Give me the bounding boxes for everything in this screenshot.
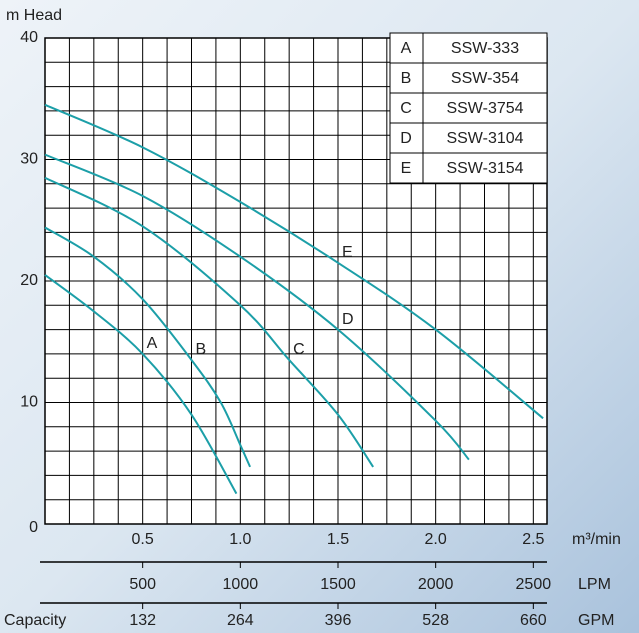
legend-name: SSW-3754 (446, 100, 523, 117)
curve (44, 176, 374, 468)
y-tick-label: 0 (29, 519, 38, 536)
curve-label: A (147, 335, 158, 352)
curve (44, 274, 238, 495)
x2-tick-label: 2500 (516, 576, 552, 593)
x-axis-label: m³/min (572, 531, 621, 548)
x2-axis-label: LPM (578, 576, 611, 593)
legend-name: SSW-3104 (446, 130, 523, 147)
curve (44, 103, 544, 420)
x-tick-label: 1.0 (229, 531, 251, 548)
x3-tick-label: 264 (227, 612, 254, 629)
x2-tick-label: 2000 (418, 576, 454, 593)
plot-frame (44, 37, 548, 525)
x-tick-label: 1.5 (327, 531, 349, 548)
y-tick-label: 20 (20, 272, 38, 289)
legend-name: SSW-333 (451, 40, 519, 57)
legend-id: E (401, 160, 412, 177)
x3-axis-title: Capacity (4, 612, 66, 629)
legend-name: SSW-3154 (446, 160, 523, 177)
legend-id: C (400, 100, 412, 117)
x-tick-label: 2.0 (425, 531, 447, 548)
y-axis-label: m Head (6, 7, 62, 24)
legend-name: SSW-354 (451, 70, 519, 87)
x3-tick-label: 132 (129, 612, 156, 629)
legend-id: B (401, 70, 412, 87)
x3-tick-label: 396 (325, 612, 352, 629)
y-tick-label: 30 (20, 151, 38, 168)
x3-tick-label: 528 (422, 612, 449, 629)
y-tick-label: 10 (20, 394, 38, 411)
x-tick-label: 0.5 (132, 531, 154, 548)
legend-id: D (400, 130, 412, 147)
x2-tick-label: 1500 (320, 576, 356, 593)
curve-label: D (342, 311, 354, 328)
legend (389, 32, 548, 184)
x2-tick-label: 1000 (223, 576, 259, 593)
x2-tick-label: 500 (129, 576, 156, 593)
y-tick-label: 40 (20, 29, 38, 46)
curve (44, 153, 470, 461)
x-tick-label: 2.5 (522, 531, 544, 548)
x3-tick-label: 660 (520, 612, 547, 629)
x3-axis-label: GPM (578, 612, 614, 629)
curve-label: E (342, 244, 353, 261)
curve-label: B (195, 341, 206, 358)
legend-id: A (401, 40, 412, 57)
curve (44, 226, 252, 468)
curve-label: C (293, 341, 305, 358)
